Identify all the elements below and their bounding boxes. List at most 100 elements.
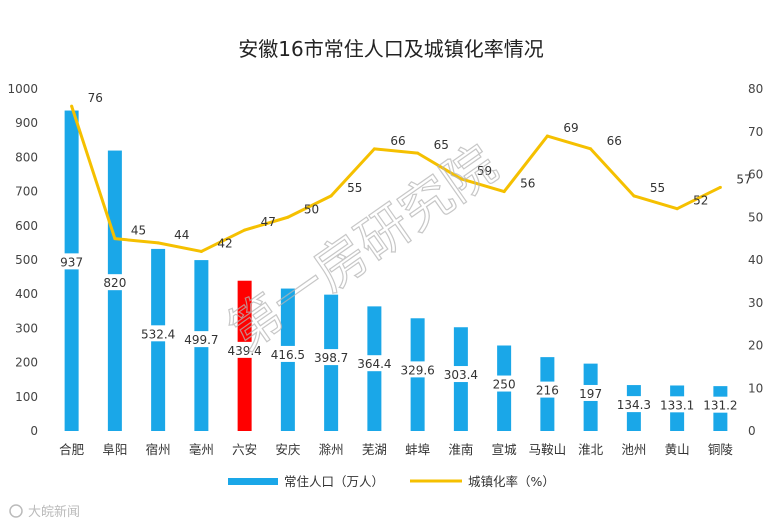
line-value-label: 69: [563, 121, 578, 135]
bar-value-label: 250: [493, 378, 516, 392]
line-point: [545, 134, 549, 138]
category-label: 池州: [621, 442, 646, 457]
bar-label-bg: [139, 325, 178, 342]
brand-mark: 大皖新闻: [9, 504, 80, 520]
line-point: [675, 207, 679, 211]
line-point: [718, 185, 722, 189]
bar-label-bg: [312, 349, 351, 366]
line-value-label: 55: [650, 181, 665, 195]
line-series: 76 45 44 42 47 50 55 66 65 59 56 69 66 55 52 57: [70, 91, 752, 253]
bar-value-label: 820: [103, 276, 126, 290]
right-tick-label: 40: [748, 253, 763, 267]
category-label: 安庆: [275, 442, 301, 457]
right-tick-label: 0: [748, 424, 756, 438]
bar-value-label: 329.6: [400, 363, 434, 377]
category-label: 淮南: [448, 442, 473, 457]
right-tick-label: 70: [748, 125, 763, 139]
line-point: [632, 194, 636, 198]
category-label: 黄山: [665, 442, 690, 457]
line-point: [502, 190, 506, 194]
category-label: 淮北: [578, 442, 604, 457]
left-tick-label: 800: [15, 150, 38, 164]
bar-label-bg: [182, 331, 221, 348]
category-label: 铜陵: [708, 442, 734, 457]
line-point: [156, 241, 160, 245]
bar-label-bg: [528, 381, 567, 398]
category-label: 合肥: [59, 442, 85, 457]
line-value-label: 65: [434, 138, 449, 152]
line-value-label: 66: [390, 134, 405, 148]
bar-value-label: 439.4: [227, 344, 261, 358]
bar-label-bg: [225, 341, 264, 358]
legend-bar-label: 常住人口（万人）: [284, 474, 384, 489]
bar-value-label: 364.4: [357, 357, 391, 371]
bar-value-label: 216: [536, 384, 559, 398]
bar: [107, 150, 122, 431]
right-tick-label: 50: [748, 210, 763, 224]
legend-line-label: 城镇化率（%）: [468, 474, 555, 489]
line-point: [372, 147, 376, 151]
line-point: [416, 151, 420, 155]
line-value-label: 50: [304, 202, 319, 216]
bar-value-label: 416.5: [271, 348, 305, 362]
line-path: [70, 105, 722, 253]
right-tick-label: 30: [748, 296, 763, 310]
bar-label-bg: [485, 375, 524, 392]
line-value-label: 45: [131, 224, 146, 238]
line-value-label: 42: [217, 236, 232, 250]
right-tick-label: 60: [748, 168, 763, 182]
line-point: [459, 177, 463, 181]
bar-value-label: 131.2: [703, 399, 737, 413]
bar-label-bg: [658, 396, 697, 413]
brand-logo-icon: [9, 504, 23, 518]
left-axis: 0 100 200 300 400 500 600 700 800 900 1000: [7, 82, 38, 438]
line-point: [199, 249, 203, 253]
left-tick-label: 200: [15, 356, 38, 370]
left-tick-label: 0: [30, 424, 38, 438]
chart-title: 安徽16市常住人口及城镇化率情况: [238, 37, 543, 61]
bar: [64, 110, 79, 432]
bar-label-bg: [398, 361, 437, 378]
line-value-label: 59: [477, 164, 492, 178]
category-label: 马鞍山: [529, 442, 567, 457]
right-tick-label: 20: [748, 339, 763, 353]
bar-label-bg: [95, 274, 134, 291]
left-tick-label: 700: [15, 185, 38, 199]
line-point: [70, 104, 74, 108]
bar-label-bg: [571, 384, 610, 401]
bar-label-bg: [52, 253, 91, 270]
bar-value-label: 532.4: [141, 327, 175, 341]
line-value-label: 66: [607, 134, 622, 148]
category-label: 芜湖: [362, 442, 387, 457]
bar-label-bg: [355, 355, 394, 372]
bar-label-bg: [441, 366, 480, 383]
right-tick-label: 80: [748, 82, 763, 96]
line-value-label: 57: [736, 172, 751, 186]
bar-value-label: 937: [60, 255, 83, 269]
left-tick-label: 500: [15, 253, 38, 267]
bar-label-bg: [268, 345, 307, 362]
line-value-label: 55: [347, 181, 362, 195]
category-label: 宿州: [146, 442, 171, 457]
line-point: [286, 215, 290, 219]
bar-value-label: 133.1: [660, 398, 694, 412]
category-label: 亳州: [189, 442, 214, 457]
bar-value-label: 134.3: [617, 398, 651, 412]
line-point: [113, 237, 117, 241]
bar-label-bg: [701, 396, 740, 413]
category-label: 蚌埠: [405, 442, 430, 457]
line-value-label: 52: [693, 194, 708, 208]
left-tick-label: 100: [15, 390, 38, 404]
bar-label-bg: [614, 396, 653, 413]
bar-series: 937 820 532.4 499.7 439.4 416.5 398.7 364.4 329.…: [52, 110, 740, 432]
line-value-label: 76: [88, 91, 103, 105]
left-tick-label: 1000: [7, 82, 38, 96]
line-point: [329, 194, 333, 198]
category-label: 宣城: [492, 442, 518, 457]
left-tick-label: 400: [15, 287, 38, 301]
line-point: [589, 147, 593, 151]
right-axis: 0 10 20 30 40 50 60 70 80: [748, 82, 763, 438]
category-label: 六安: [232, 442, 257, 457]
line-value-label: 44: [174, 228, 189, 242]
